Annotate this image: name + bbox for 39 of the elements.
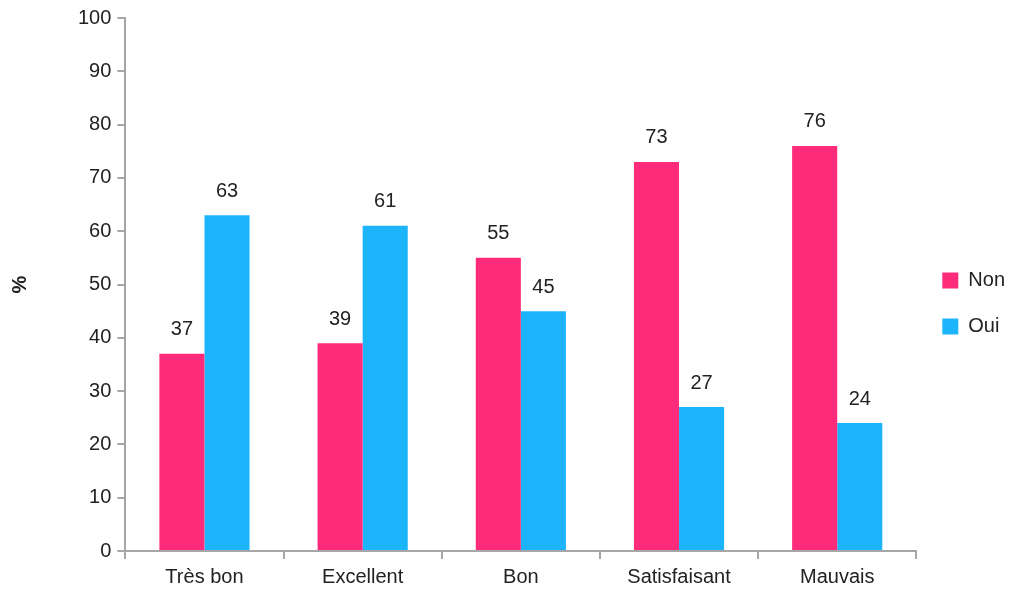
- data-label: 63: [215, 178, 239, 201]
- bar: [159, 353, 205, 550]
- bar: [837, 423, 883, 550]
- bar: [792, 145, 838, 550]
- data-label: 45: [532, 274, 555, 297]
- y-tick-label: 40: [89, 325, 112, 348]
- bar: [679, 407, 725, 550]
- data-label: 39: [328, 306, 352, 329]
- data-label: 73: [645, 125, 668, 148]
- y-tick-label: 0: [100, 538, 112, 561]
- y-tick-label: 70: [89, 165, 112, 188]
- legend-label: Non: [968, 268, 1006, 291]
- data-label: 37: [170, 317, 194, 340]
- y-tick-label: 20: [89, 431, 112, 454]
- y-tick-label: 90: [89, 58, 112, 81]
- bar: [204, 215, 250, 550]
- x-tick-label: Très bon: [165, 564, 244, 587]
- bar: [520, 311, 566, 550]
- data-label: 55: [487, 221, 510, 244]
- y-axis-title: %: [7, 275, 30, 294]
- y-tick-label: 10: [89, 485, 112, 508]
- data-label: 24: [848, 386, 871, 409]
- bar: [475, 257, 521, 550]
- bar: [362, 225, 408, 550]
- y-tick-label: 30: [89, 378, 112, 401]
- y-tick-label: 80: [89, 112, 112, 135]
- legend-label: Oui: [968, 314, 1000, 337]
- y-tick-label: 100: [77, 5, 112, 28]
- bar: [633, 161, 680, 550]
- x-tick-label: Mauvais: [799, 564, 875, 587]
- bar: [317, 343, 363, 550]
- data-label: 27: [690, 370, 713, 393]
- x-tick-label: Bon: [503, 564, 539, 587]
- x-tick-label: Excellent: [322, 564, 404, 587]
- x-tick-label: Satisfaisant: [627, 564, 732, 587]
- y-tick-label: 50: [89, 272, 112, 295]
- data-label: 61: [374, 189, 397, 212]
- data-label: 76: [803, 109, 826, 132]
- y-tick-label: 60: [89, 218, 112, 241]
